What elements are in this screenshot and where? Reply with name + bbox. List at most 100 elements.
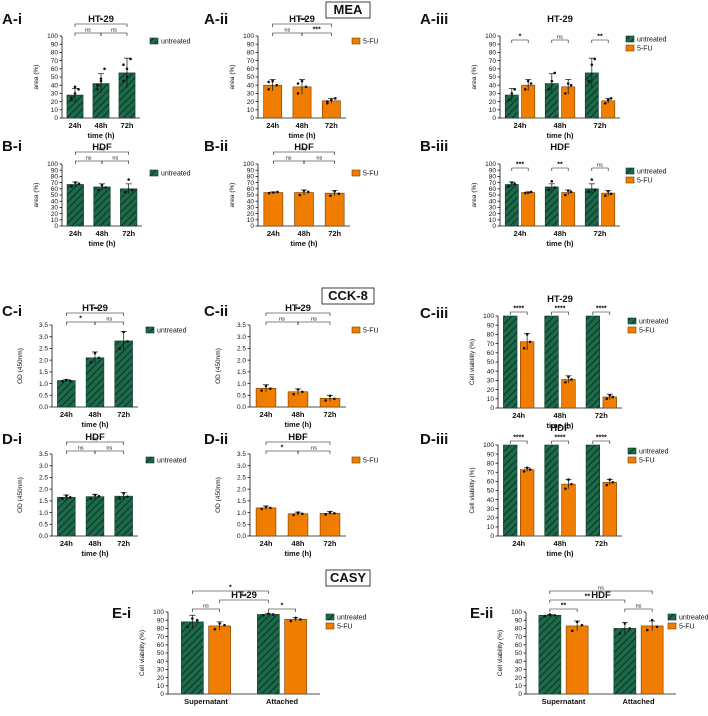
chart-title: HT-29 (289, 14, 315, 25)
x-tick-label: 48h (554, 121, 567, 130)
data-point (510, 181, 514, 184)
y-axis-label: area (%) (33, 183, 40, 208)
data-point (569, 83, 573, 87)
data-point (68, 379, 72, 383)
data-point (550, 180, 554, 183)
y-tick-label: 90 (487, 322, 495, 329)
y-tick-label: 20 (247, 99, 255, 106)
y-tick-label: 50 (51, 192, 59, 199)
significance-label: *** (298, 18, 306, 25)
y-tick-label: 0 (54, 223, 58, 230)
x-tick-label: Attached (266, 697, 299, 706)
significance-label: * (519, 34, 522, 41)
data-point (628, 627, 631, 630)
y-tick-label: 1.0 (39, 381, 48, 388)
significance-bracket (509, 440, 528, 444)
legend-swatch-untreated (625, 167, 635, 175)
data-point (223, 623, 226, 627)
x-tick-label: 48h (89, 539, 102, 548)
legend-swatch-5fu (351, 169, 361, 177)
panel-label: B-i (2, 138, 22, 155)
data-point (276, 190, 279, 194)
y-tick-label: 70 (515, 634, 523, 641)
significance-bracket (303, 160, 335, 164)
bar-5fu (324, 192, 345, 227)
significance-bracket (75, 151, 129, 155)
y-tick-label: 100 (483, 442, 494, 449)
chart-title: HDF (288, 432, 308, 443)
data-point (269, 506, 272, 510)
data-point (294, 616, 297, 620)
y-tick-label: 80 (489, 50, 497, 57)
y-axis-label: OD (450nm) (215, 477, 222, 513)
significance-label: * (79, 316, 82, 323)
y-tick-label: 3.0 (39, 334, 48, 341)
bar-5fu (602, 482, 617, 537)
significance-label: ns (106, 446, 112, 452)
y-tick-label: 60 (51, 186, 59, 193)
y-tick-label: 30 (487, 378, 495, 385)
chart-d-ii: D-ii HDF 0.0 0.5 1.0 1.5 2.0 2.5 3.0 3.5 OD (450nm… (204, 431, 379, 558)
x-axis-label: time (h) (546, 131, 574, 140)
data-point (271, 79, 274, 83)
y-tick-label: 70 (487, 470, 495, 477)
significance-label: **** (555, 435, 566, 442)
significance-label: **** (513, 435, 524, 442)
y-tick-label: 40 (487, 497, 495, 504)
data-point (96, 83, 99, 87)
y-tick-label: 100 (243, 161, 254, 168)
y-tick-label: 50 (157, 650, 165, 657)
bar-5fu (565, 625, 589, 695)
data-point (123, 190, 127, 194)
data-point (260, 389, 263, 392)
significance-bracket (297, 450, 331, 454)
significance-bracket (549, 608, 578, 612)
significance-bracket (265, 441, 331, 445)
y-tick-label: 20 (489, 99, 497, 106)
data-point (324, 399, 327, 402)
significance-label: ns (636, 604, 642, 610)
y-tick-label: 3.5 (39, 451, 48, 458)
legend-label: 5-FU (337, 624, 353, 631)
y-tick-label: 80 (157, 626, 165, 633)
section-cck8-label: CCK-8 (328, 288, 368, 303)
x-tick-label: 24h (512, 411, 525, 420)
significance-label: * (100, 18, 103, 25)
section-casy: CASY (325, 569, 371, 587)
y-tick-label: 40 (515, 658, 523, 665)
y-tick-label: 90 (489, 41, 497, 48)
y-tick-label: 100 (47, 161, 58, 168)
legend-swatch-untreated (627, 447, 637, 455)
bar-untreated (585, 315, 600, 409)
data-point (522, 346, 526, 350)
significance-label: ** (597, 34, 603, 41)
data-point (623, 622, 627, 625)
y-axis-label: Cell viability (%) (469, 467, 476, 513)
y-tick-label: 0.0 (237, 404, 246, 411)
y-tick-label: 70 (51, 58, 59, 65)
data-point (587, 190, 591, 194)
bar-untreated (57, 497, 76, 537)
data-point (570, 378, 573, 381)
data-point (65, 378, 68, 382)
data-point (328, 394, 332, 398)
data-point (267, 612, 270, 615)
x-tick-label: 48h (89, 410, 102, 419)
bar-untreated (93, 186, 111, 227)
significance-label: **** (596, 435, 607, 442)
data-point (567, 375, 570, 379)
panel-label: E-i (112, 605, 131, 622)
y-tick-label: 90 (515, 617, 523, 624)
x-tick-label: 24h (266, 121, 279, 130)
significance-bracket (551, 440, 569, 444)
significance-bracket (94, 321, 124, 325)
y-tick-label: 80 (247, 50, 255, 57)
data-point (74, 181, 77, 184)
data-point (528, 340, 532, 344)
data-point (526, 79, 530, 83)
y-tick-label: 0.0 (237, 533, 246, 540)
legend-swatch-untreated (627, 317, 637, 325)
